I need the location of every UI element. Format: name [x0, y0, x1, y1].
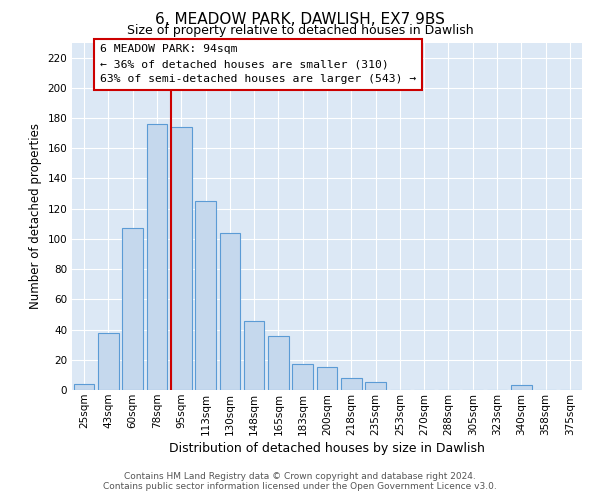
Text: Size of property relative to detached houses in Dawlish: Size of property relative to detached ho…	[127, 24, 473, 37]
Text: Contains public sector information licensed under the Open Government Licence v3: Contains public sector information licen…	[103, 482, 497, 491]
Y-axis label: Number of detached properties: Number of detached properties	[29, 123, 42, 309]
Bar	[122, 228, 143, 390]
Bar	[244, 320, 265, 390]
Bar	[74, 384, 94, 390]
Text: Contains HM Land Registry data © Crown copyright and database right 2024.: Contains HM Land Registry data © Crown c…	[124, 472, 476, 481]
Bar	[220, 233, 240, 390]
Bar	[341, 378, 362, 390]
Text: 6, MEADOW PARK, DAWLISH, EX7 9BS: 6, MEADOW PARK, DAWLISH, EX7 9BS	[155, 12, 445, 28]
Text: 6 MEADOW PARK: 94sqm
← 36% of detached houses are smaller (310)
63% of semi-deta: 6 MEADOW PARK: 94sqm ← 36% of detached h…	[100, 44, 416, 84]
Bar	[171, 127, 191, 390]
Bar	[365, 382, 386, 390]
Bar	[317, 368, 337, 390]
Bar	[268, 336, 289, 390]
Bar	[98, 332, 119, 390]
Bar	[292, 364, 313, 390]
Bar	[195, 201, 216, 390]
X-axis label: Distribution of detached houses by size in Dawlish: Distribution of detached houses by size …	[169, 442, 485, 455]
Bar	[511, 386, 532, 390]
Bar	[146, 124, 167, 390]
